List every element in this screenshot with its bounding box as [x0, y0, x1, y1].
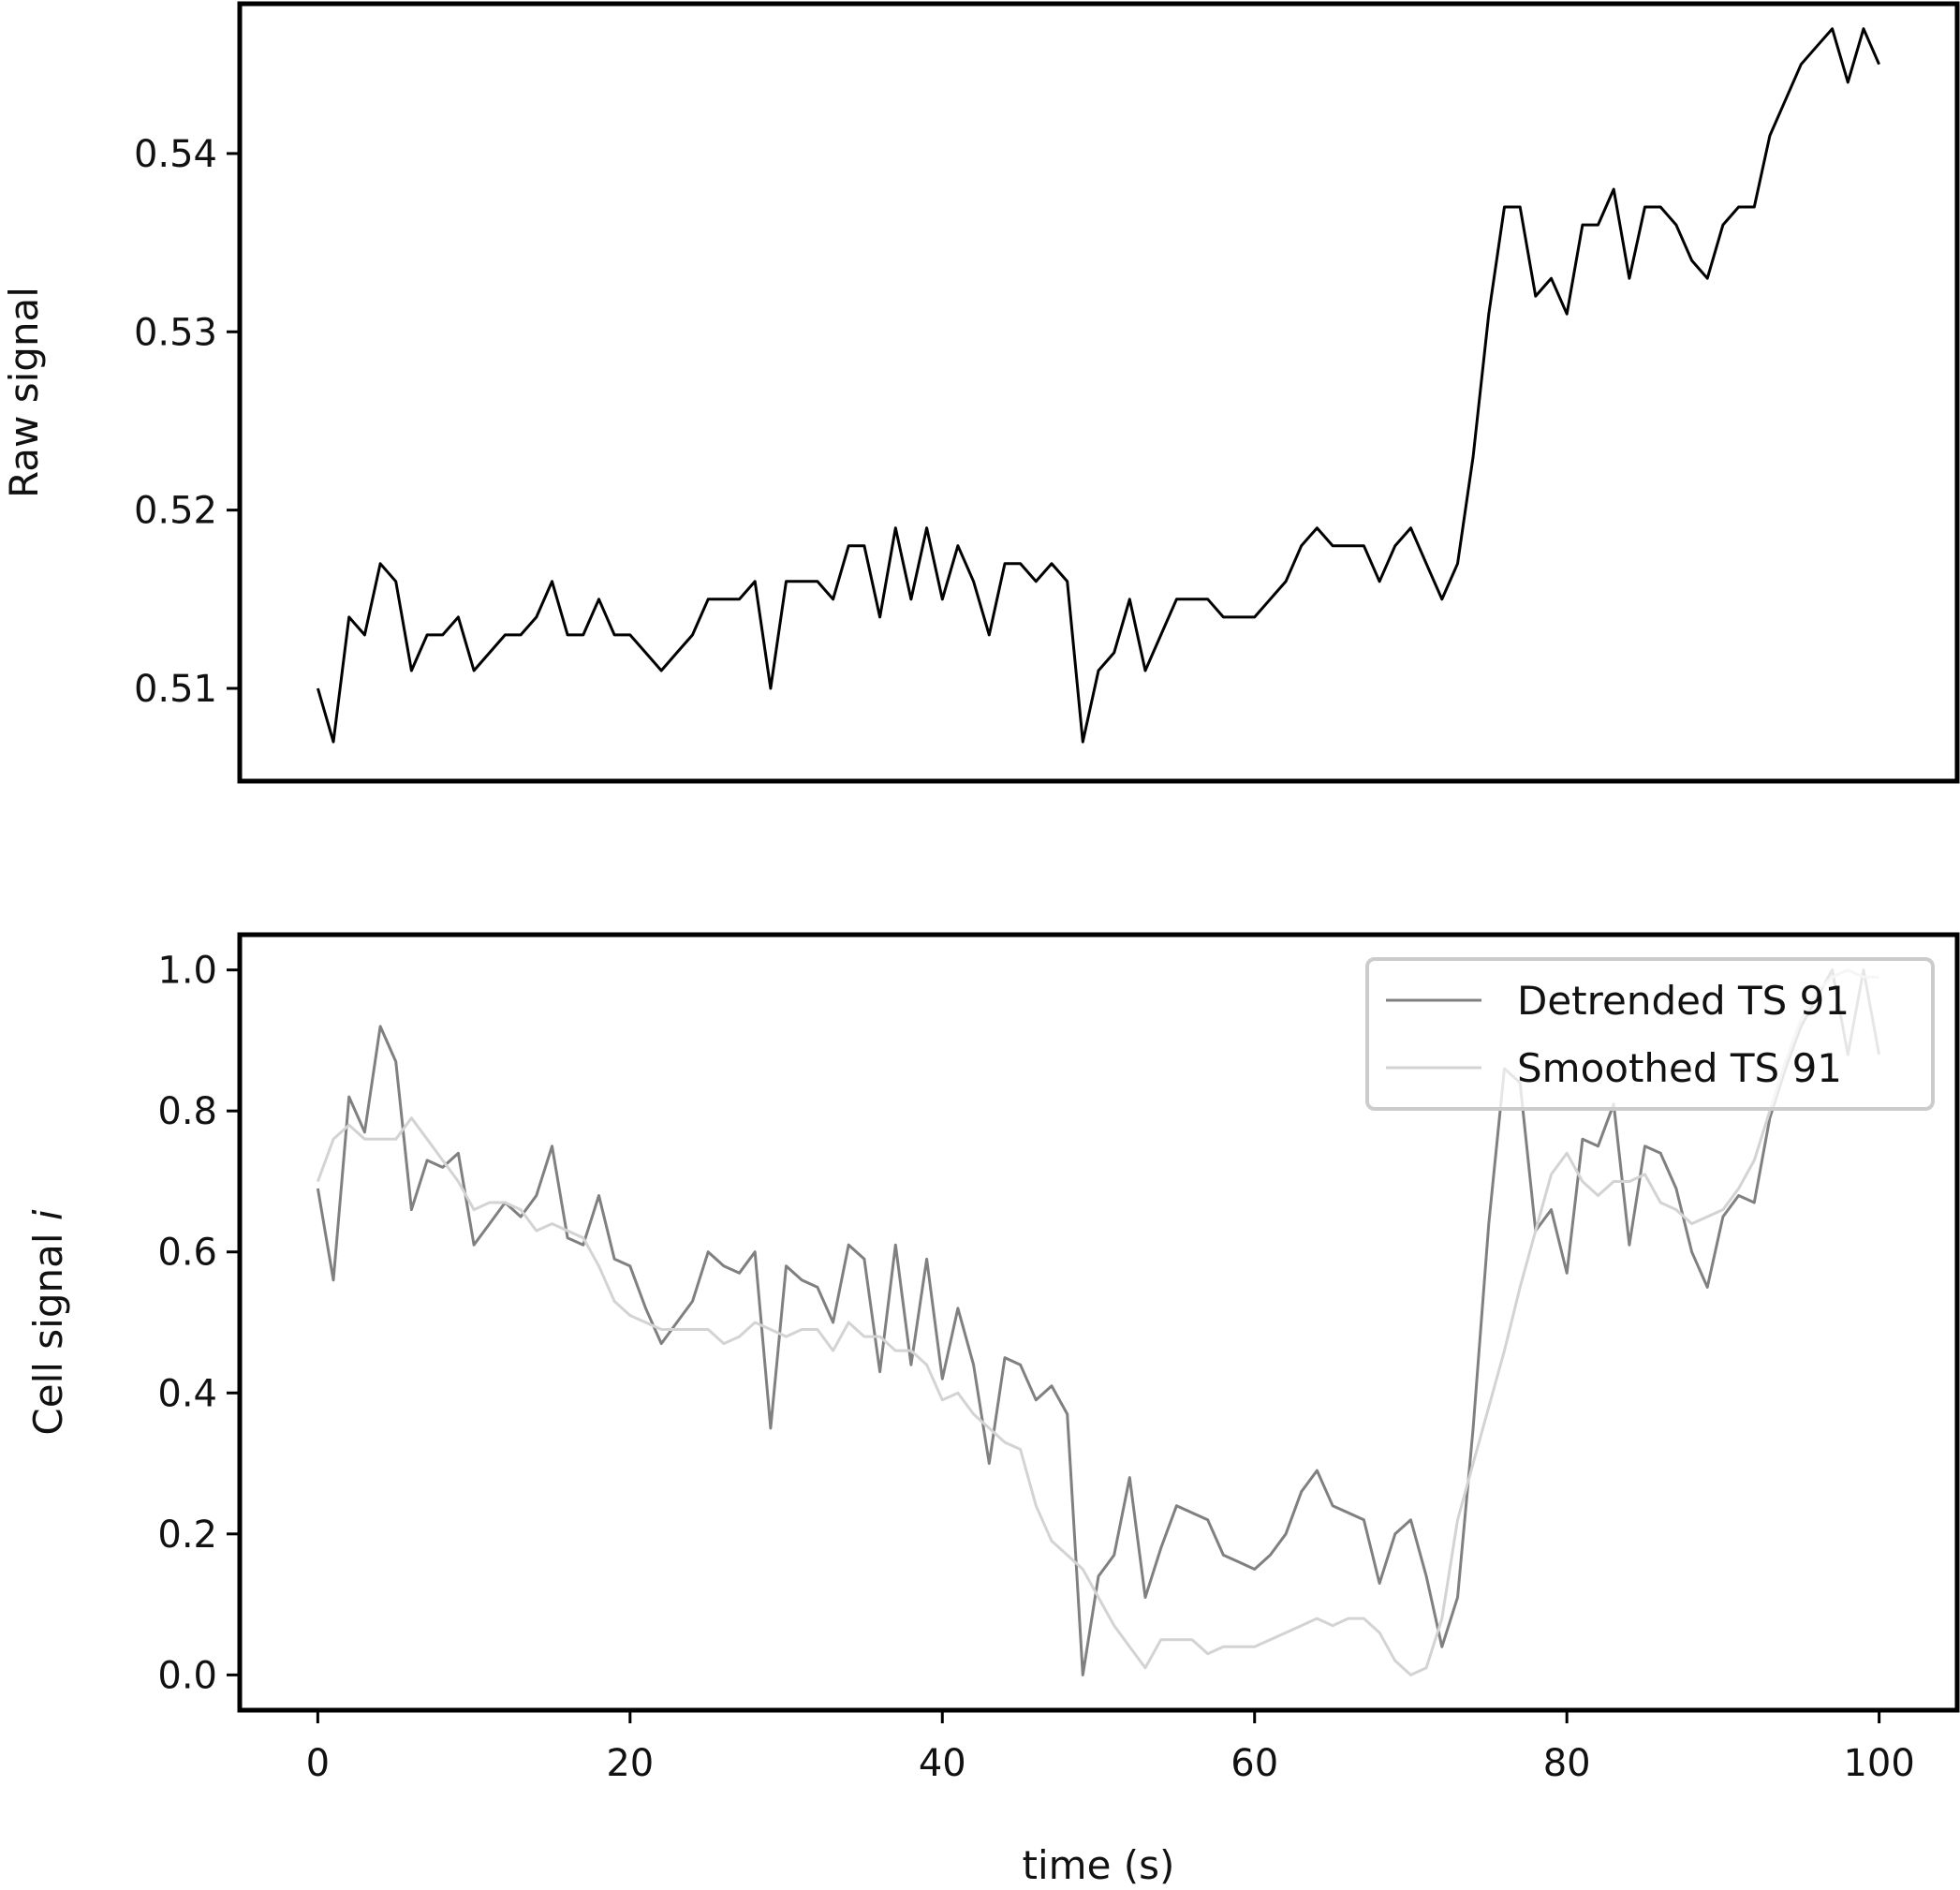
cell-signal-x-tick-label: 20: [606, 1742, 654, 1785]
smoothed-ts-91-line: [316, 968, 1879, 1676]
cell-signal-panel: 0.0 0.2 0.4 0.6 0.8 1.0 0 20 40 60 80 100 Cell sign…: [25, 932, 1960, 1888]
cell-signal-y-axis-label: Cell signal i: [25, 1209, 71, 1435]
raw-signal-y-tick-label: 0.52: [134, 490, 217, 533]
cell-signal-x-tick-label: 0: [306, 1742, 330, 1785]
raw-signal-y-tick-label: 0.54: [134, 133, 217, 176]
cell-signal-y-tick-label: 1.0: [157, 950, 217, 993]
cell-signal-axes-frame: [237, 932, 1960, 1713]
raw-signal-y-tick-label: 0.51: [134, 668, 217, 711]
cell-signal-x-tick-label: 40: [919, 1742, 966, 1785]
raw-signal-series-layer: [316, 27, 1880, 744]
cell-signal-y-axis-label-italic: i: [25, 1209, 71, 1220]
raw-signal-series-0-line: [316, 27, 1880, 744]
raw-signal-y-tick-label: 0.53: [134, 311, 217, 354]
cell-signal-series-layer: [316, 968, 1881, 1676]
legend-box: [1365, 957, 1935, 1111]
cell-signal-ticks: 0.0 0.2 0.4 0.6 0.8 1.0 0 20 40 60 80 100: [157, 950, 1914, 1785]
raw-signal-panel: 0.51 0.52 0.53 0.54 Raw signal: [1, 1, 1960, 784]
cell-signal-x-tick-label: 60: [1231, 1742, 1278, 1785]
legend: Detrended TS 91 Smoothed TS 91: [1365, 957, 1935, 1111]
raw-signal-ticks: 0.51 0.52 0.53 0.54: [134, 133, 240, 711]
cell-signal-y-tick-label: 0.4: [157, 1372, 217, 1415]
detrended-ts-91-line: [316, 968, 1881, 1676]
cell-signal-y-tick-label: 0.2: [157, 1513, 217, 1557]
cell-signal-y-axis-label-text: Cell signal: [25, 1220, 71, 1435]
legend-label-detrended: Detrended TS 91: [1517, 978, 1849, 1024]
cell-signal-y-tick-label: 0.6: [157, 1232, 217, 1275]
cell-signal-x-axis-label: time (s): [1023, 1842, 1175, 1888]
cell-signal-y-tick-label: 0.0: [157, 1654, 217, 1697]
legend-label-smoothed: Smoothed TS 91: [1517, 1045, 1842, 1091]
cell-signal-x-tick-label: 100: [1843, 1742, 1914, 1785]
raw-signal-y-axis-label: Raw signal: [1, 287, 47, 498]
cell-signal-y-tick-label: 0.8: [157, 1090, 217, 1133]
raw-signal-axes-frame: [237, 1, 1960, 784]
cell-signal-x-tick-label: 80: [1543, 1742, 1591, 1785]
